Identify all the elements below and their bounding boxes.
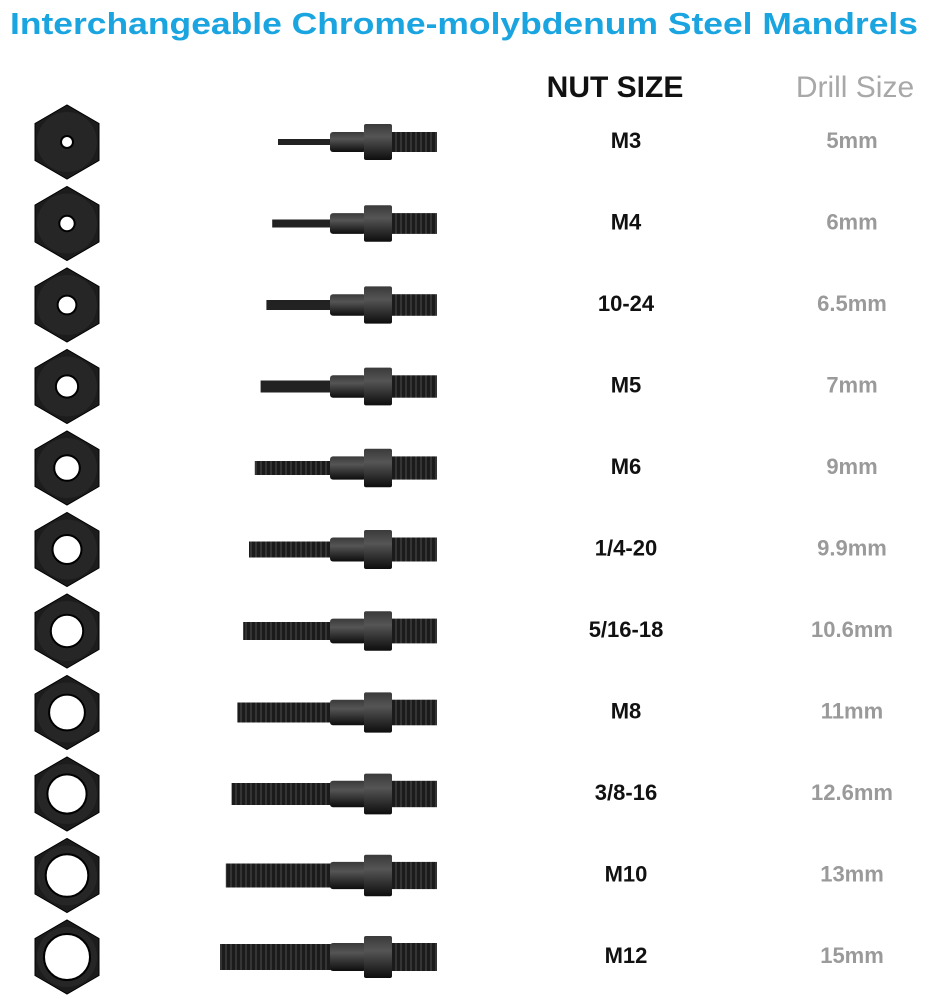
nut-hole	[51, 534, 83, 565]
mandrel-shaft	[330, 213, 366, 234]
mandrel-collar	[364, 448, 392, 488]
nut-hole	[46, 773, 88, 815]
drill-size: 6mm	[826, 209, 877, 234]
mandrel-pin	[266, 300, 332, 310]
mandrel-shaft	[330, 375, 366, 398]
mandrel-thread	[392, 537, 437, 562]
mandrel-thread	[392, 618, 437, 644]
drill-size: 5mm	[826, 128, 877, 153]
mandrel-pin	[272, 219, 332, 228]
mandrel-thread	[392, 699, 437, 726]
nut-hole	[49, 613, 85, 649]
mandrel-pin	[260, 380, 332, 393]
nut-hole	[53, 454, 81, 482]
mandrel-thread	[392, 294, 437, 316]
mandrel-collar	[364, 611, 392, 651]
nut-size-header: NUT SIZE	[547, 71, 684, 104]
mandrel-thread	[392, 943, 437, 971]
mandrel-shaft	[330, 294, 366, 316]
nut-hole	[60, 135, 74, 149]
mandrel-shaft	[330, 861, 366, 890]
row: M5 7mm	[34, 348, 878, 425]
mandrel-pin	[278, 139, 332, 145]
nut-size: 5/16-18	[589, 617, 664, 642]
nut-hole	[44, 853, 90, 898]
mandrel-thread	[392, 780, 437, 808]
mandrel-shaft	[330, 699, 366, 726]
drill-size: 9mm	[826, 454, 877, 479]
nut-size: M3	[611, 128, 642, 153]
nut-size: M10	[605, 861, 648, 886]
row: 10-24 6.5mm	[34, 267, 887, 343]
mandrel-collar	[364, 124, 392, 160]
nut-size: M5	[611, 372, 642, 397]
mandrel-collar	[364, 367, 392, 406]
mandrel-shaft	[330, 132, 366, 152]
drill-size-header: Drill Size	[796, 71, 914, 104]
mandrel-thread	[392, 213, 437, 234]
drill-size: 13mm	[820, 861, 884, 886]
row: M12 15mm	[34, 919, 884, 995]
mandrel-pin	[243, 622, 332, 640]
nut-size: M8	[611, 698, 642, 723]
mandrel-shaft	[330, 456, 366, 480]
mandrel-thread	[392, 132, 437, 152]
drill-size: 10.6mm	[811, 617, 893, 642]
mandrel-pin	[220, 944, 332, 970]
nut-hole	[48, 693, 86, 732]
row: 5/16-18 10.6mm	[34, 593, 893, 669]
mandrel-collar	[364, 773, 392, 815]
mandrel-collar	[364, 692, 392, 733]
mandrel-thread	[392, 456, 437, 480]
mandrel-thread	[392, 375, 437, 398]
nut-hole	[56, 294, 78, 316]
nut-size: M6	[611, 454, 642, 479]
row: 1/4-20 9.9mm	[34, 511, 887, 588]
mandrel-collar	[364, 530, 392, 569]
drill-size: 6.5mm	[817, 291, 887, 316]
mandrel-pin	[249, 541, 332, 558]
nut-hole	[58, 214, 76, 233]
mandrel-collar	[364, 936, 392, 978]
drill-size: 9.9mm	[817, 535, 887, 560]
nut-size: 10-24	[598, 291, 655, 316]
mandrel-collar	[364, 286, 392, 324]
mandrel-shaft	[330, 618, 366, 644]
nut-size: 1/4-20	[595, 535, 657, 560]
nut-size: M12	[605, 943, 648, 968]
mandrel-collar	[364, 205, 392, 242]
mandrel-pin	[237, 702, 332, 723]
nut-size: M4	[611, 209, 642, 234]
drill-size: 12.6mm	[811, 780, 893, 805]
mandrel-pin	[231, 783, 332, 805]
row: M10 13mm	[34, 837, 884, 914]
nut-size: 3/8-16	[595, 780, 657, 805]
row: M4 6mm	[34, 185, 878, 262]
mandrel-pin	[254, 461, 332, 475]
row: M3 5mm	[34, 104, 878, 180]
nut-hole	[43, 933, 91, 981]
mandrel-shaft	[330, 943, 366, 971]
row: M6 9mm	[34, 430, 878, 506]
mandrel-collar	[364, 854, 392, 897]
mandrel-pin	[225, 863, 332, 888]
drill-size: 11mm	[821, 698, 883, 723]
row: 3/8-16 12.6mm	[34, 756, 893, 832]
drill-size: 7mm	[826, 372, 877, 397]
title: Interchangeable Chrome-molybdenum Steel …	[10, 6, 918, 41]
mandrel-thread	[392, 861, 437, 890]
nut-hole	[54, 374, 80, 399]
mandrel-shaft	[330, 537, 366, 562]
drill-size: 15mm	[820, 943, 884, 968]
mandrel-shaft	[330, 780, 366, 808]
row: M8 11mm	[34, 674, 883, 751]
